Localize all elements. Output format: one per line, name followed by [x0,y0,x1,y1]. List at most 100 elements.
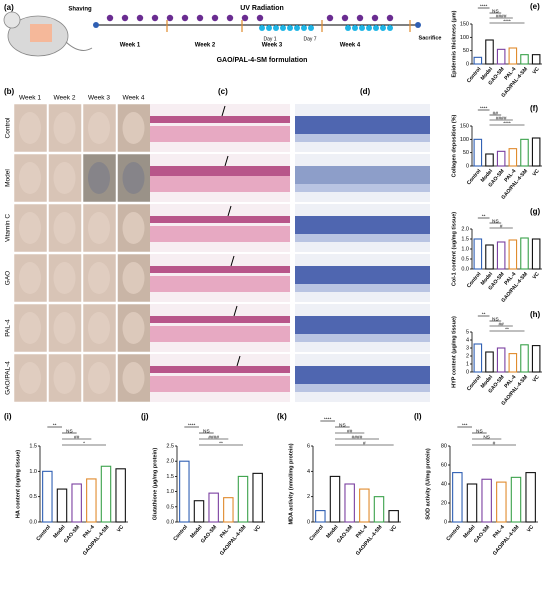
masson-band [295,116,430,134]
masson-dermis [295,384,430,392]
x-tick-label: VC [532,271,541,281]
uv-dot [181,14,189,22]
y-tick-label: 100 [460,35,469,41]
skin-patch [19,312,41,344]
significance-label: # [500,223,503,229]
row-label: GAO [5,271,12,285]
significance-label: NS [492,8,499,14]
treat-dot [345,25,351,31]
y-tick-label: 4 [466,337,469,343]
bar [452,472,463,523]
significance-label: #### [352,434,363,440]
y-tick-label: 40 [441,481,447,487]
y-axis-label: Epidermis thickness (μm) [451,10,457,77]
y-tick-label: 2 [466,353,469,359]
bar [473,138,483,167]
treat-dot [359,25,365,31]
timeline-label: Week 2 [195,43,216,49]
bar [531,345,541,373]
y-tick-label: 0.0 [166,519,174,525]
treat-dot [294,25,300,31]
y-axis-label: Col-1 content (ug/mg tissue) [451,212,457,286]
treat-dot [259,25,265,31]
panel-label: (e) [530,2,540,11]
bar [315,510,326,523]
y-tick-label: 1.0 [461,246,469,252]
x-tick-label: GAO-SM [336,524,354,544]
row-label: Vitamin C [5,214,12,242]
significance-label: # [493,440,496,446]
y-tick-label: 0 [466,369,469,375]
x-tick-label: Control [445,524,462,542]
bar [344,483,355,523]
bar [496,150,506,167]
skin-patch [19,112,41,144]
y-tick-label: 2 [307,494,310,500]
bar [179,460,190,523]
timeline-title: UV Radiation [240,5,284,12]
bar [208,492,219,523]
bar [520,344,529,373]
y-tick-label: 1.5 [166,474,174,480]
x-tick-label: Control [466,66,483,84]
x-tick-label: VC [532,66,541,76]
skin-patch [88,162,110,194]
y-tick-label: 0 [444,519,447,525]
bar [520,138,529,167]
panel-label: (j) [141,412,149,421]
treat-dot [373,25,379,31]
bar [223,497,234,523]
he-dermis [150,376,290,392]
y-tick-label: 1.0 [29,469,37,475]
uv-dot [341,14,349,22]
panel-label: (c) [218,87,228,96]
skin-patch [19,262,41,294]
significance-label: *** [462,422,468,428]
bar [496,481,507,523]
panel-label: (l) [414,412,422,421]
x-tick-label: Control [172,524,189,542]
significance-label: ** [505,326,509,332]
x-tick-label: VC [116,524,125,534]
treat-dot [308,25,314,31]
y-tick-label: 0 [466,61,469,67]
treat-dot [301,25,307,31]
skin-patch [122,362,145,394]
y-axis-label: HYP content (μg/mg tissue) [451,316,457,388]
he-epidermis [150,266,290,273]
x-tick-label: PAL-4 [355,524,369,539]
masson-band [295,366,430,384]
uv-dot [151,14,159,22]
significance-label: #### [208,434,219,440]
he-epidermis [150,166,290,178]
skin-patch [19,362,41,394]
y-tick-label: 50 [463,48,469,54]
bar [71,483,82,523]
skin-patch [53,212,76,244]
bar [42,470,53,523]
bar [359,488,370,523]
significance-label: ## [498,321,504,327]
x-tick-label: Control [35,524,52,542]
uv-dot [326,14,334,22]
panel-label: (f) [530,104,538,113]
masson-dermis [295,334,430,342]
skin-patch [88,312,110,344]
significance-label: NS [492,316,499,322]
timeline-label: Day 7 [303,36,316,42]
bar [508,239,518,270]
mouse-illustration [3,11,93,57]
masson-dermis [295,134,430,142]
he-dermis [150,126,290,142]
uv-dot [166,14,174,22]
y-tick-label: 1.0 [166,489,174,495]
y-tick-label: 60 [441,462,447,468]
y-tick-label: 0.5 [461,256,469,262]
skin-patch [53,312,76,344]
bar [473,238,483,270]
bar [193,500,205,523]
significance-label: ## [493,110,499,116]
timeline-label: Week 3 [262,43,283,49]
he-dermis [150,326,290,342]
